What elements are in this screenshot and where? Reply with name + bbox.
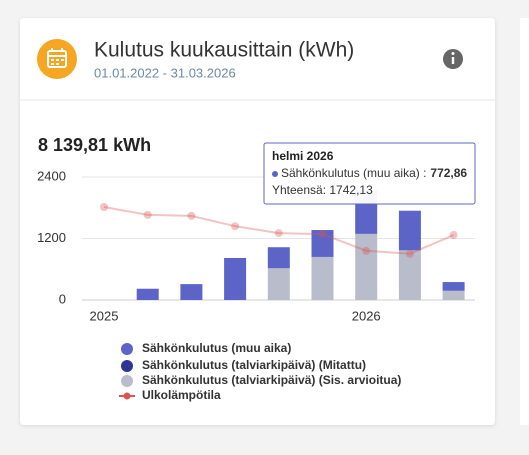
legend-symbol xyxy=(121,343,133,355)
temperature-point xyxy=(274,229,283,238)
temperature-point xyxy=(100,203,108,212)
legend-label: Sähkönkulutus (muu aika) xyxy=(142,341,291,355)
bar-segment xyxy=(311,256,334,300)
x-tick-label: 2026 xyxy=(352,308,381,323)
info-button[interactable] xyxy=(443,49,463,69)
tooltip-marker xyxy=(272,171,278,177)
bar-segment xyxy=(311,230,334,257)
bar-segment xyxy=(267,268,290,300)
y-tick-label: 1200 xyxy=(37,230,66,245)
tooltip-title: helmi 2026 xyxy=(272,149,334,163)
bar-segment xyxy=(398,210,421,251)
x-tick-label: 2025 xyxy=(90,308,119,323)
card xyxy=(20,18,495,425)
temperature-line xyxy=(103,206,454,255)
tooltip-box xyxy=(263,142,476,205)
legend-label: Sähkönkulutus (talviarkipäivä) (Mitattu) xyxy=(142,358,366,372)
temperature-point xyxy=(362,246,371,255)
bar-segment xyxy=(442,282,465,291)
total-value: 8 139,81 kWh xyxy=(38,135,151,155)
card-header xyxy=(20,18,495,100)
tooltip-series-text: Sähkönkulutus (muu aika) : xyxy=(281,166,426,180)
temperature-point xyxy=(187,211,196,220)
temperature-point xyxy=(143,210,152,219)
temperature-point xyxy=(231,222,240,231)
legend-label: Sähkönkulutus (talviarkipäivä) (Sis. arv… xyxy=(142,373,401,387)
tooltip-total: Yhteensä: 1742,13 xyxy=(272,183,373,197)
next-card xyxy=(520,18,529,425)
legend-symbol xyxy=(121,375,133,387)
calendar-icon xyxy=(37,39,77,79)
card-subtitle: 01.01.2022 - 31.03.2026 xyxy=(94,65,236,80)
card-title: Kulutus kuukausittain (kWh) xyxy=(94,39,354,62)
bar-segment xyxy=(398,250,421,300)
bar-segment xyxy=(136,288,159,300)
legend-symbol xyxy=(121,360,133,372)
bar-segment xyxy=(355,233,378,300)
y-tick-label: 2400 xyxy=(37,168,66,183)
bar-segment xyxy=(224,257,247,300)
legend-label: Ulkolämpötila xyxy=(142,388,221,402)
bar-segment xyxy=(442,290,465,300)
tooltip-value: 772,86 xyxy=(430,166,467,180)
tooltip-series: Sähkönkulutus (muu aika) : 772,86 xyxy=(281,166,467,180)
y-tick-label: 0 xyxy=(59,291,66,306)
temperature-point xyxy=(318,230,327,239)
bar-segment xyxy=(267,247,290,269)
temperature-point xyxy=(405,249,414,258)
legend-symbol xyxy=(123,392,131,400)
bar-segment xyxy=(180,284,203,300)
temperature-point xyxy=(449,231,458,240)
